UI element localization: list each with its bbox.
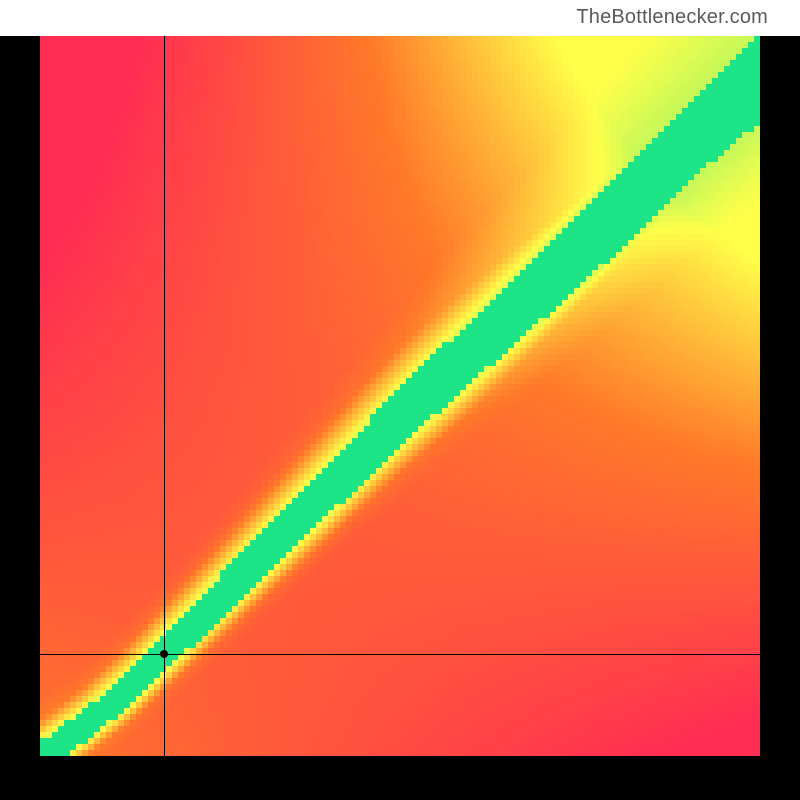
header-strip: TheBottlenecker.com (0, 0, 800, 36)
plot-area (40, 36, 760, 756)
crosshair-marker (160, 650, 168, 658)
crosshair-horizontal (40, 654, 760, 655)
chart-frame: TheBottlenecker.com (0, 0, 800, 800)
heatmap-canvas (40, 36, 760, 756)
watermark-text: TheBottlenecker.com (576, 6, 768, 29)
crosshair-vertical (164, 36, 165, 756)
